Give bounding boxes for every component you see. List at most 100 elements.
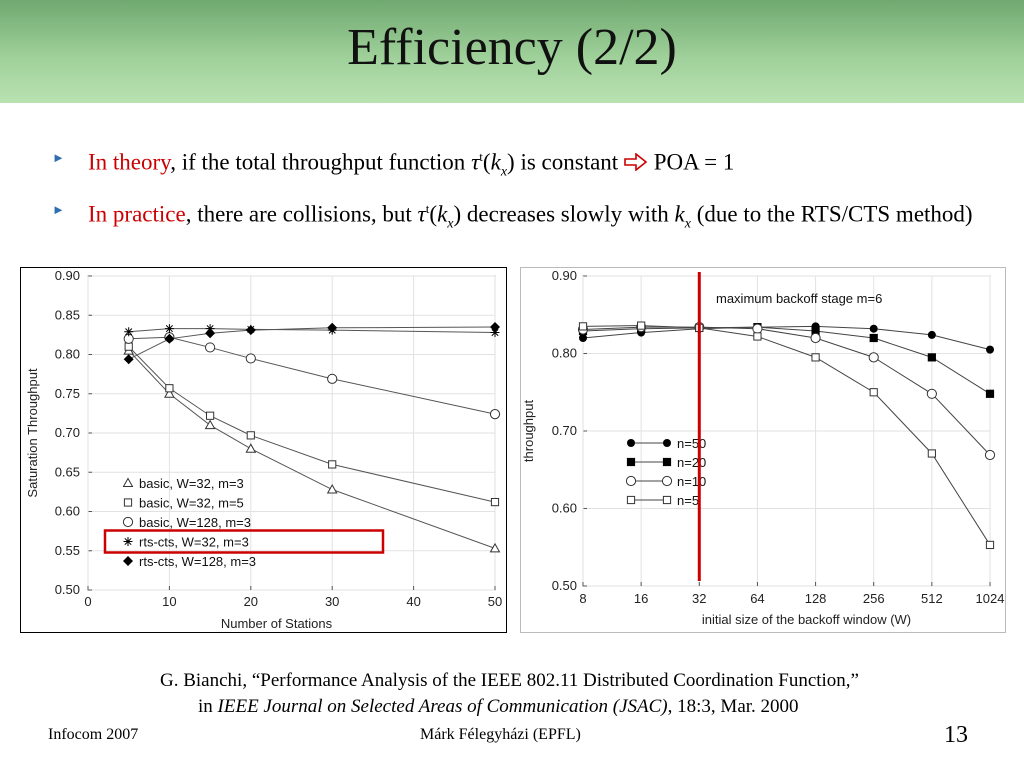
legend-marker <box>122 516 134 528</box>
series-2 <box>123 332 501 420</box>
legend-label: rts-cts, W=32, m=3 <box>139 535 249 550</box>
series-line <box>128 350 496 549</box>
k-symbol: k <box>674 201 685 227</box>
series-line <box>582 325 991 351</box>
citation-line1: G. Bianchi, “Performance Analysis of the… <box>160 670 859 691</box>
x-tick-label: 32 <box>692 591 706 606</box>
legend-marker <box>626 457 636 467</box>
data-point <box>164 388 175 398</box>
title-band <box>0 0 1024 103</box>
legend-marker <box>662 457 672 467</box>
k-symbol: k <box>437 201 448 227</box>
citation-prefix: in <box>198 696 218 717</box>
x-tick-label: 128 <box>805 591 827 606</box>
bullet-text: ) is constant <box>507 149 624 175</box>
series-line <box>582 326 991 395</box>
series-line <box>128 326 496 360</box>
series-line <box>128 328 496 334</box>
chart1-svg: 0.50 0.55 0.60 0.65 0.70 0.75 0.80 0.85 0.90 0 10 2… <box>25 268 502 631</box>
outline-arrow-right-icon <box>624 151 648 172</box>
data-point <box>984 449 996 461</box>
legend-label: n=5 <box>677 493 699 508</box>
y-tick-label: 0.75 <box>55 386 80 401</box>
data-point <box>123 354 134 365</box>
y-tick-label: 0.80 <box>552 346 577 361</box>
data-point <box>752 323 763 334</box>
legend-marker <box>625 475 637 487</box>
data-point <box>164 333 175 344</box>
legend-label: basic, W=128, m=3 <box>139 515 251 530</box>
chart2-svg: 0.50 0.60 0.70 0.80 0.90 8 16 32 64 128 256 512 1024… <box>521 268 1005 627</box>
y-tick-label: 0.70 <box>552 423 577 438</box>
x-tick-label: 1024 <box>976 591 1005 606</box>
legend-marker <box>122 477 134 487</box>
chart-throughput-vs-window: 0.50 0.60 0.70 0.80 0.90 8 16 32 64 128 256 512 1024… <box>520 267 1006 633</box>
data-point <box>326 484 338 494</box>
legend-marker <box>662 495 672 505</box>
data-point <box>927 330 936 339</box>
bullet-text: (due to the RTS/CTS method) <box>690 201 973 227</box>
x-axis-label: Number of Stations <box>221 616 333 631</box>
series-line <box>128 346 496 503</box>
data-point <box>811 353 820 362</box>
tau-symbol: τ <box>417 201 426 227</box>
y-axis-label: throughput <box>521 400 536 463</box>
data-point <box>637 321 646 330</box>
data-point <box>927 449 936 458</box>
x-tick-label: 8 <box>579 591 586 606</box>
data-point <box>986 345 994 354</box>
bullet-text: , there are collisions, but <box>185 201 418 227</box>
data-point <box>124 342 133 351</box>
y-tick-label: 0.55 <box>55 543 80 558</box>
data-point <box>985 389 995 398</box>
data-point <box>753 332 762 341</box>
series-3 <box>578 321 995 550</box>
y-tick-label: 0.50 <box>55 582 80 597</box>
y-tick-label: 0.60 <box>55 504 80 519</box>
data-point <box>124 327 134 337</box>
x-axis-label: initial size of the backoff window (W) <box>702 612 911 627</box>
data-point <box>869 333 878 343</box>
data-point <box>204 419 216 430</box>
bullet-list: ► In theory, if the total throughput fun… <box>52 140 982 245</box>
legend-label: basic, W=32, m=3 <box>139 476 244 491</box>
data-point <box>578 322 588 331</box>
data-point <box>489 542 501 553</box>
legend-label: n=50 <box>677 436 706 451</box>
legend-marker <box>661 475 673 487</box>
superscript: t <box>479 149 483 164</box>
y-tick-label: 0.50 <box>552 578 577 593</box>
triangle-right-icon: ► <box>52 202 65 218</box>
y-tick-label: 0.70 <box>55 425 80 440</box>
citation-journal: IEEE Journal on Selected Areas of Commun… <box>217 696 668 717</box>
x-tick-label: 64 <box>750 591 764 606</box>
legend-marker <box>123 498 133 507</box>
subscript: x <box>447 216 454 232</box>
data-point <box>164 324 174 334</box>
x-tick-label: 40 <box>406 594 420 609</box>
x-tick-label: 10 <box>162 594 176 609</box>
slide-title: Efficiency (2/2) <box>347 19 677 76</box>
data-point <box>206 411 215 420</box>
data-point <box>868 352 879 363</box>
series-3 <box>124 324 500 338</box>
data-point <box>205 342 216 353</box>
superscript: t <box>425 201 430 217</box>
data-point <box>579 334 587 342</box>
triangle-right-icon: ► <box>52 150 65 165</box>
chart-title: maximum backoff stage m=6 <box>716 291 882 306</box>
subscript: x <box>684 216 691 232</box>
series-1 <box>124 342 500 507</box>
data-point <box>245 325 256 336</box>
data-point <box>927 353 936 362</box>
bullet-text: , if the total throughput function <box>170 149 472 175</box>
x-tick-label: 256 <box>863 591 885 606</box>
data-point <box>869 324 878 333</box>
citation-line2: in IEEE Journal on Selected Areas of Com… <box>160 694 1020 720</box>
chart-saturation-throughput: 0.50 0.55 0.60 0.65 0.70 0.75 0.80 0.85 0.90 0 10 2… <box>20 267 507 633</box>
data-point <box>985 540 995 550</box>
y-tick-label: 0.60 <box>552 501 577 516</box>
series-line <box>582 325 991 546</box>
footer-left: Infocom 2007 <box>48 726 139 743</box>
tau-symbol: τ <box>471 149 480 175</box>
